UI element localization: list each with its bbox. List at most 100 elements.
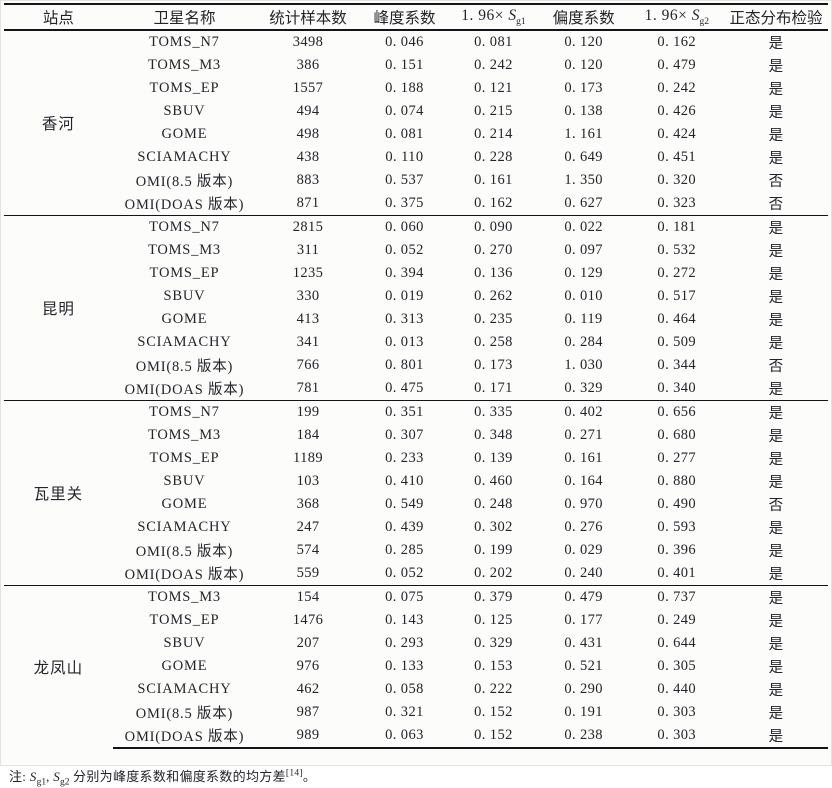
sample-count-cell: 989 [256,724,360,749]
sg1-value-cell: 0. 162 [474,195,513,211]
sg1-value-cell: 0. 329 [474,635,513,651]
sg2-value-cell: 0. 464 [657,311,697,327]
citation-marker: [14] [285,768,303,779]
sg1-value-cell: 0. 139 [474,450,513,466]
kurtosis-cell: 0. 052 [385,565,424,581]
sg1-value-cell: 0. 173 [474,357,513,373]
kurtosis-cell: 0. 188 [385,80,424,96]
skewness-cell: 0. 329 [564,380,603,396]
col-header-normality-test: 正态分布检验 [724,3,828,31]
sg2-value-cell: 0. 517 [657,288,697,304]
table-row: 瓦里关 TOMS_N7 199 0. 351 0. 335 0. 402 0. 6… [4,400,828,586]
table-row: TOMS_EP 1235 0. 394 0. 136 0. 129 0. 272… [4,262,828,285]
sg2-value-cell: 0. 162 [657,34,697,50]
table-row: 龙凤山 TOMS_M3 154 0. 075 0. 379 0. 479 0. 7… [4,585,828,748]
skewness-cell: 0. 479 [537,585,630,609]
sg1-prefix: 1. 96× [461,6,509,24]
normality-result-cell: 是 [768,660,784,676]
normality-result-cell: 是 [724,585,828,609]
kurtosis-cell: 0. 313 [385,311,424,327]
skewness-cell: 0. 521 [564,658,603,674]
kurtosis-cell: 0. 475 [385,380,424,396]
kurtosis-cell: 0. 081 [385,126,424,142]
sample-count-cell: 207 [296,635,320,651]
satellite-name-cell: GOME [161,658,208,674]
satellite-name-cell: TOMS_EP [149,265,220,281]
normality-result-cell: 是 [768,429,784,445]
sample-count-cell: 1557 [292,80,324,96]
sample-count-cell: 494 [296,103,320,119]
normality-result-cell: 是 [768,683,784,699]
table-row: TOMS_M3 184 0. 307 0. 348 0. 271 0. 680 … [4,424,828,447]
normality-result-cell: 是 [768,290,784,306]
normality-result-cell: 否 [768,359,784,375]
sg2-value-cell: 0. 401 [657,565,697,581]
skewness-cell: 0. 290 [564,681,603,697]
satellite-name-cell: OMI(DOAS 版本) [124,382,245,398]
skewness-cell: 0. 022 [537,215,630,239]
sg1-value-cell: 0. 125 [474,612,513,628]
skewness-cell: 0. 138 [564,103,603,119]
sg1-value-cell: 0. 379 [448,585,538,609]
normality-result-cell: 是 [768,637,784,653]
sg2-value-cell: 0. 490 [657,496,697,512]
sg2-value-cell: 0. 396 [657,542,697,558]
sg1-value-cell: 0. 242 [474,57,513,73]
sg1-value-cell: 0. 081 [474,34,513,50]
satellite-name-cell: SCIAMACHY [137,334,232,350]
sg2-value-cell: 0. 277 [657,450,697,466]
kurtosis-cell: 0. 801 [385,357,424,373]
normality-result-cell: 是 [768,59,784,75]
table-row: 昆明 TOMS_N7 2815 0. 060 0. 090 0. 022 0. 1… [4,215,828,401]
normality-result-cell: 是 [768,706,784,722]
footnote-sg2-symbol: Sg2 [53,769,70,788]
normality-result-cell: 是 [768,151,784,167]
skewness-cell: 0. 097 [564,242,603,258]
sample-count-cell: 498 [296,126,320,142]
normality-result-cell: 否 [768,197,784,213]
satellite-name-cell: GOME [161,311,208,327]
satellite-name-cell: OMI(8.5 版本) [135,706,234,722]
satellite-name-cell: OMI(DOAS 版本) [124,197,245,213]
skewness-cell: 0. 238 [537,724,630,749]
normality-result-cell: 是 [768,36,784,52]
sample-count-cell: 987 [296,704,320,720]
normality-result-cell: 是 [768,336,784,352]
sg1-value-cell: 0. 121 [474,80,513,96]
sg2-value-cell: 0. 305 [657,658,697,674]
sg1-value-cell: 0. 460 [474,473,513,489]
footnote-sg1-symbol: Sg1 [29,769,47,788]
normality-result-cell: 否 [768,174,784,190]
table-row: GOME 413 0. 313 0. 235 0. 119 0. 464 是 [4,308,828,331]
kurtosis-cell: 0. 375 [385,195,424,211]
sample-count-cell: 368 [296,496,320,512]
table-row: OMI(DOAS 版本) 559 0. 052 0. 202 0. 240 0.… [4,562,828,586]
sg2-value-cell: 0. 323 [657,195,697,211]
sg1-value-cell: 0. 302 [474,519,513,535]
sg1-value-cell: 0. 152 [474,704,513,720]
sample-count-cell: 559 [296,565,320,581]
col-header-sample-count: 统计样本数 [256,3,360,31]
kurtosis-cell: 0. 110 [385,149,424,165]
col-header-station: 站点 [4,3,113,31]
skewness-cell: 0. 161 [564,450,603,466]
satellite-name-cell: SBUV [163,635,206,651]
sg2-value-cell: 0. 593 [657,519,697,535]
kurtosis-cell: 0. 439 [385,519,424,535]
satellite-name-cell: OMI(DOAS 版本) [112,724,257,749]
kurtosis-cell: 0. 019 [385,288,424,304]
skewness-cell: 0. 119 [564,311,603,327]
sample-count-cell: 311 [296,242,320,258]
station-cell: 昆明 [4,215,113,401]
sample-count-cell: 247 [296,519,320,535]
skewness-cell: 0. 164 [564,473,603,489]
table-row: OMI(8.5 版本) 766 0. 801 0. 173 1. 030 0. … [4,354,828,377]
kurtosis-cell: 0. 537 [385,172,424,188]
sample-count-cell: 781 [296,380,320,396]
satellite-name-cell: TOMS_EP [149,450,220,466]
sg1-value-cell: 0. 258 [474,334,513,350]
sg2-value-cell: 0. 303 [629,724,725,749]
table-row: OMI(8.5 版本) 574 0. 285 0. 199 0. 029 0. … [4,539,828,562]
sg1-value-cell: 0. 202 [474,565,513,581]
